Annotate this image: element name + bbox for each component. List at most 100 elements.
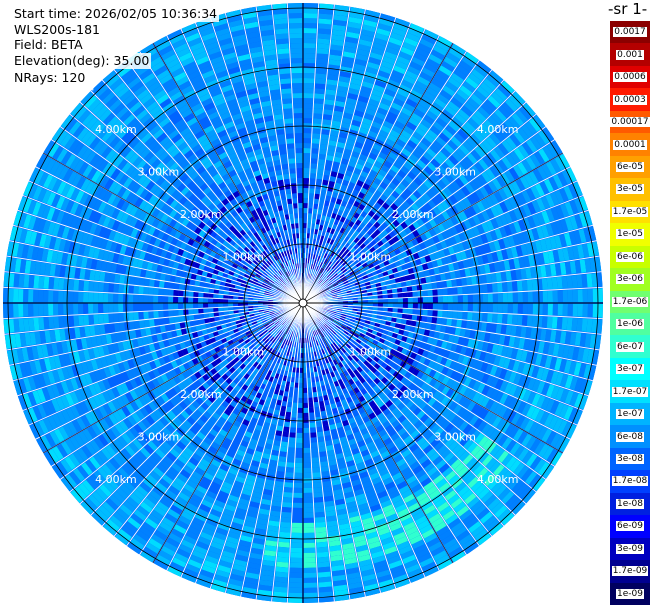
ppi-gate	[422, 303, 428, 310]
ppi-gate	[355, 53, 369, 62]
ppi-gate	[364, 420, 373, 428]
ppi-gate	[89, 456, 101, 470]
ppi-gate	[427, 296, 433, 303]
ppi-gate	[448, 47, 463, 60]
ppi-gate	[413, 487, 425, 498]
ppi-gate	[179, 356, 187, 364]
ppi-gate	[340, 399, 348, 406]
ppi-gate	[177, 413, 186, 423]
ppi-gate	[336, 290, 342, 294]
ppi-gate	[312, 269, 316, 275]
ppi-gate	[441, 60, 455, 72]
ppi-gate	[303, 352, 306, 358]
ppi-gate	[272, 332, 278, 338]
ppi-gate	[462, 294, 468, 303]
ppi-gate	[366, 363, 374, 370]
ppi-gate	[327, 393, 334, 400]
ppi-gate	[365, 249, 372, 256]
ppi-gate	[478, 435, 489, 448]
ppi-gate	[307, 208, 313, 214]
ppi-gate	[285, 345, 289, 351]
ppi-gate	[462, 311, 468, 320]
ppi-gate	[277, 330, 283, 336]
ppi-gate	[194, 466, 205, 476]
ppi-gate	[270, 510, 281, 517]
ppi-gate	[260, 372, 267, 379]
ppi-gate	[402, 397, 411, 406]
ppi-gate	[221, 366, 229, 374]
ppi-gate	[315, 78, 326, 85]
ppi-gate	[560, 203, 570, 218]
ppi-gate	[319, 256, 324, 262]
ppi-gate	[172, 444, 183, 455]
ppi-gate	[311, 143, 320, 149]
ppi-gate	[265, 438, 274, 445]
ppi-gate	[273, 490, 283, 497]
ppi-gate	[438, 332, 445, 341]
ppi-gate	[505, 325, 512, 336]
ppi-gate	[454, 113, 467, 125]
ppi-gate	[285, 472, 294, 478]
ppi-gate	[251, 433, 260, 441]
ppi-gate	[572, 289, 578, 303]
ppi-gate	[443, 349, 451, 359]
ppi-gate	[283, 426, 290, 433]
ppi-gate	[106, 519, 120, 532]
ppi-gate	[311, 447, 319, 453]
ppi-gate	[294, 467, 303, 473]
ppi-gate	[343, 370, 350, 377]
ppi-gate	[278, 390, 285, 396]
ppi-gate	[555, 372, 564, 386]
ppi-gate	[589, 257, 597, 272]
ppi-gate	[225, 370, 233, 378]
ppi-gate	[377, 366, 385, 374]
ppi-gate	[551, 316, 558, 329]
ppi-gate	[160, 393, 170, 403]
ppi-gate	[338, 336, 344, 342]
ppi-gate	[396, 313, 403, 319]
ppi-gate	[479, 244, 487, 255]
ppi-gate	[419, 356, 427, 364]
ppi-gate	[339, 372, 346, 379]
ppi-gate	[421, 67, 435, 78]
ppi-gate	[517, 292, 523, 303]
ppi-gate	[521, 231, 530, 243]
ppi-gate	[363, 360, 370, 367]
ppi-gate	[583, 211, 593, 226]
ppi-gate	[411, 202, 420, 212]
ppi-gate	[183, 568, 199, 579]
ppi-gate	[497, 293, 503, 303]
ppi-gate	[445, 228, 454, 238]
ppi-gate	[303, 412, 309, 418]
ppi-gate	[295, 457, 303, 463]
ppi-gate	[190, 374, 198, 383]
ppi-gate	[315, 271, 319, 277]
ppi-gate	[328, 459, 337, 466]
ppi-gate	[362, 182, 371, 191]
ppi-gate	[356, 461, 366, 470]
ppi-gate	[338, 75, 351, 83]
ppi-gate	[464, 493, 477, 505]
ppi-gate	[396, 116, 408, 126]
ppi-gate	[286, 406, 292, 413]
ppi-gate	[303, 432, 310, 438]
ppi-gate	[470, 445, 482, 457]
ppi-gate	[370, 256, 377, 263]
ppi-gate	[453, 93, 466, 105]
ppi-gate	[81, 462, 93, 476]
ppi-gate	[473, 417, 483, 429]
ppi-gate	[173, 394, 183, 404]
ray-gap	[302, 51, 467, 304]
ppi-gate	[366, 288, 373, 293]
ppi-gate	[313, 113, 323, 119]
ppi-gate	[389, 262, 397, 269]
ray-gap	[302, 113, 537, 304]
ppi-gate	[353, 535, 366, 543]
ppi-gate	[532, 379, 541, 392]
ppi-gate	[227, 339, 234, 346]
ppi-gate	[357, 191, 366, 199]
ppi-gate	[401, 313, 408, 320]
ppi-gate	[345, 335, 352, 341]
ppi-gate	[221, 373, 229, 381]
ppi-gate	[408, 502, 420, 513]
